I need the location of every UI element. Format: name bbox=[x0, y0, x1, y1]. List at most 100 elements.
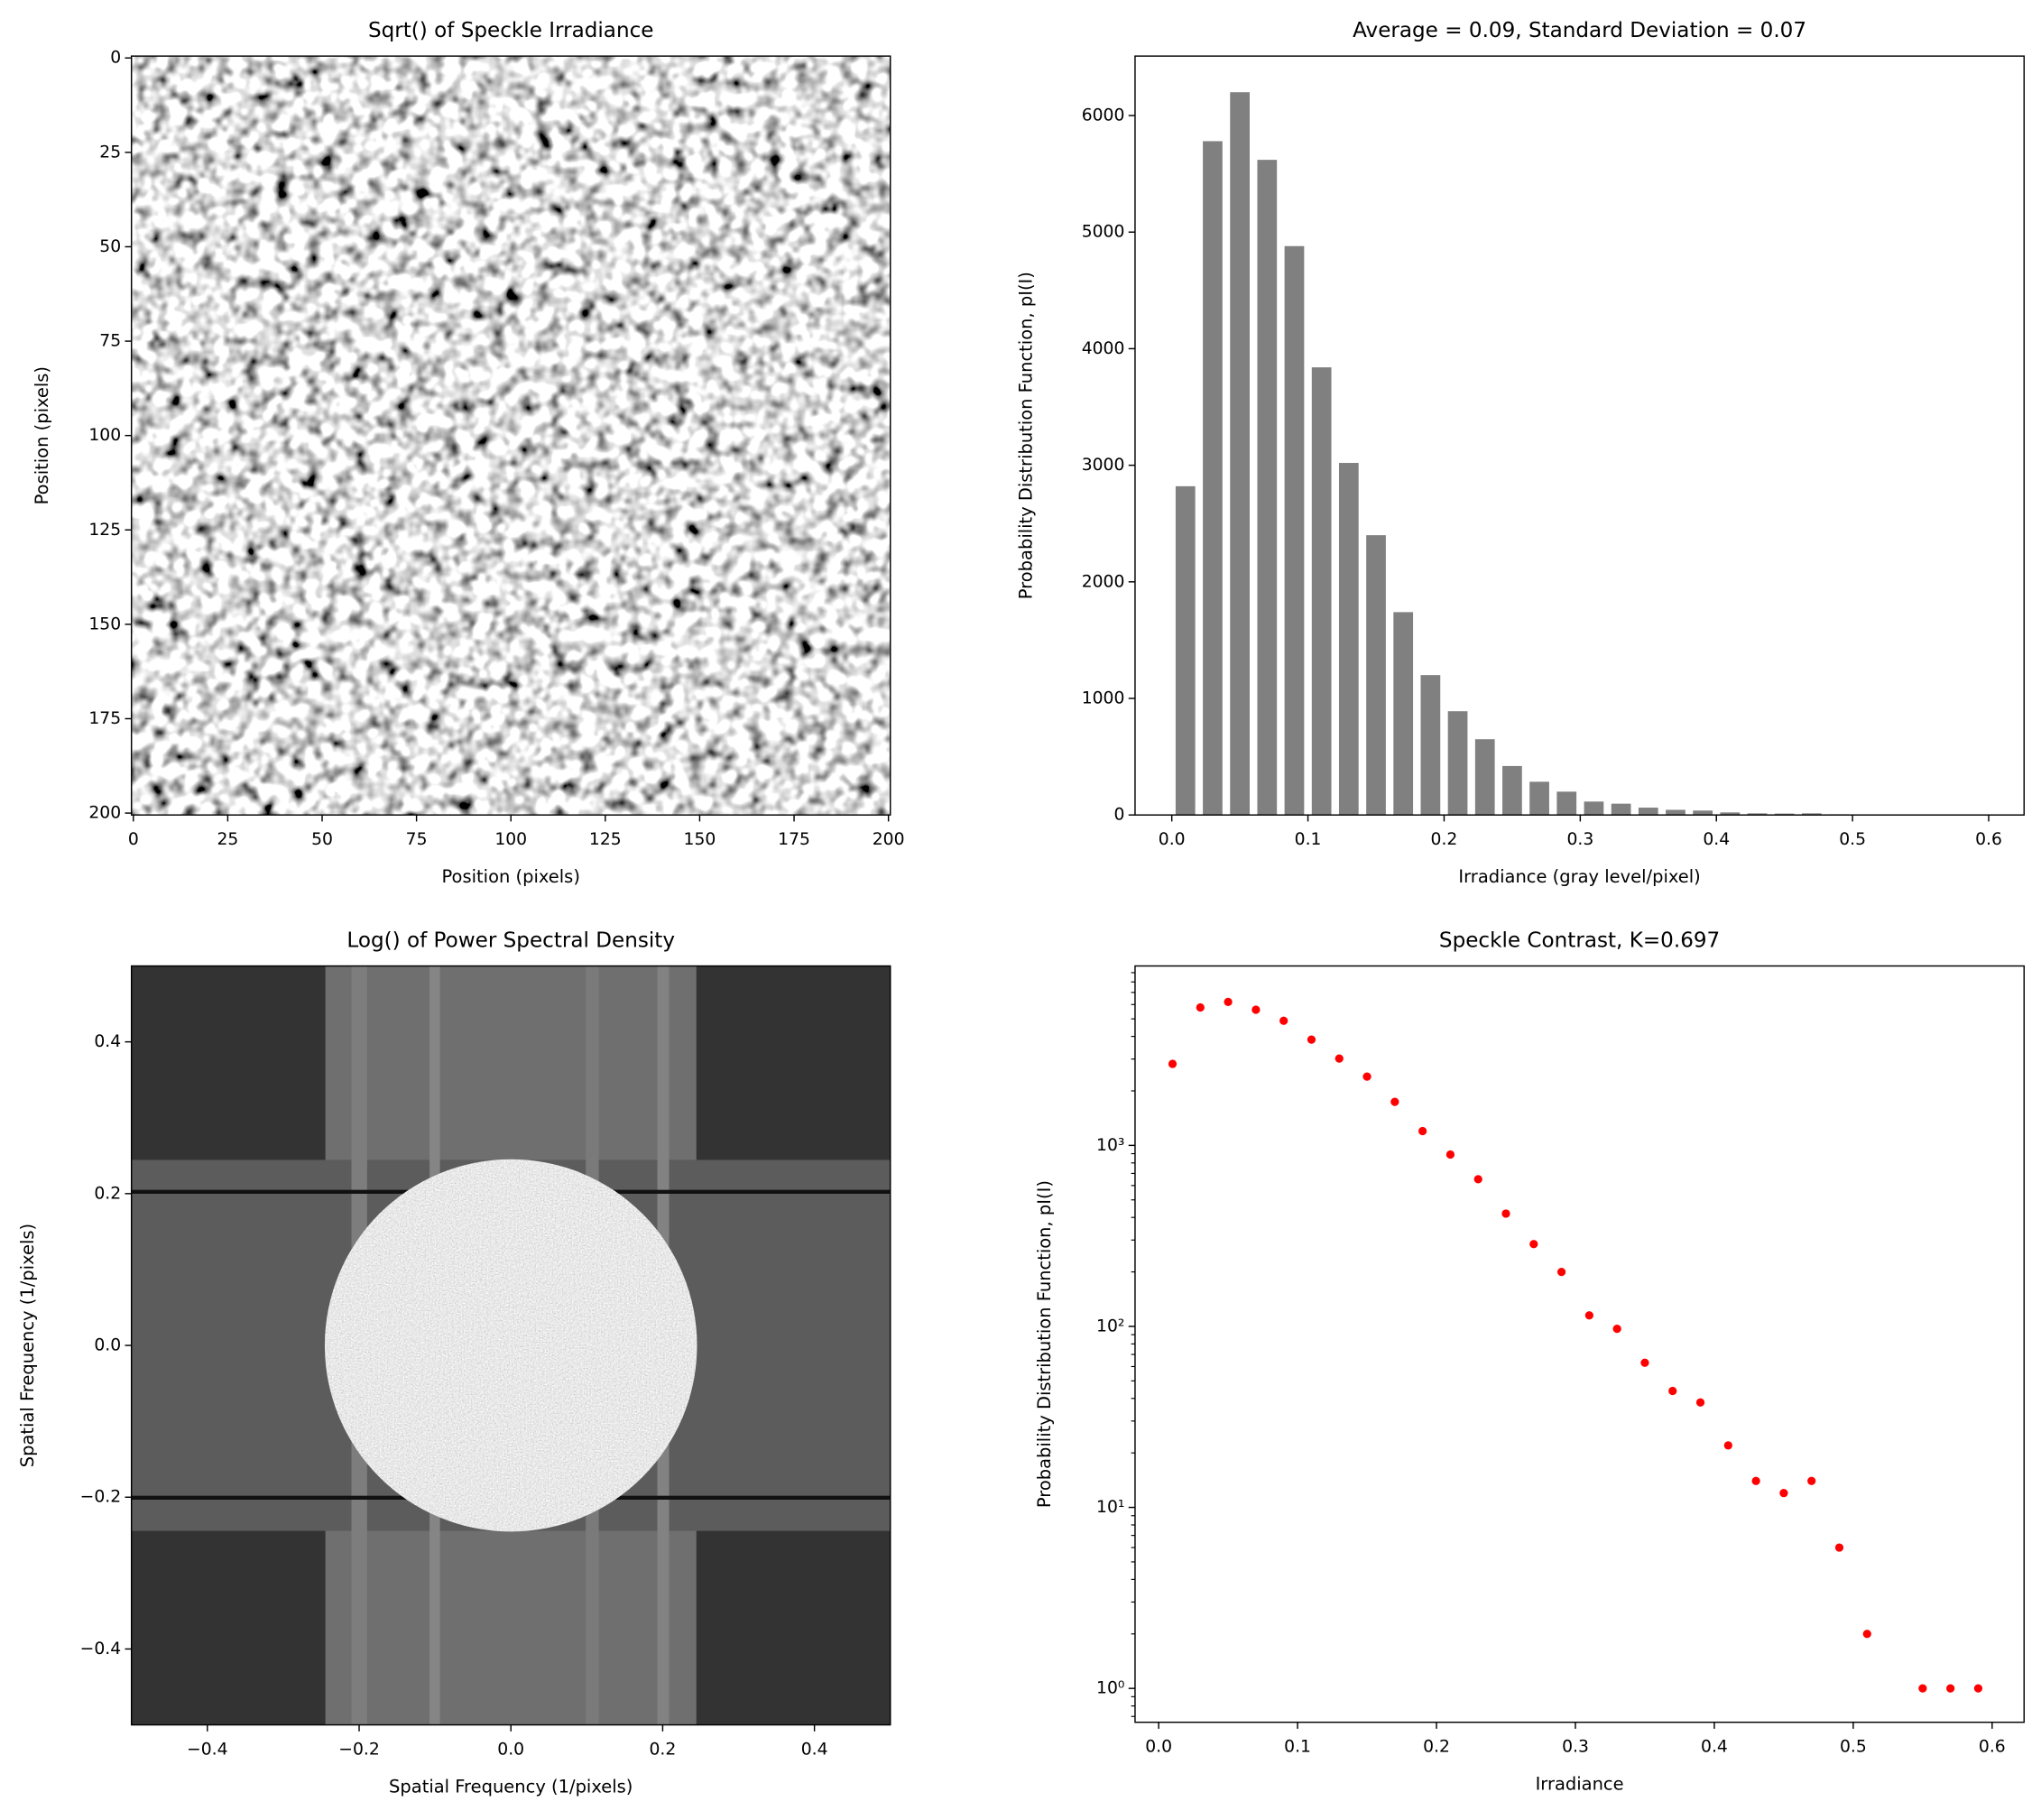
x-tick-label: 0.2 bbox=[1423, 1738, 1450, 1757]
y-tick-label: 175 bbox=[88, 709, 121, 728]
bar bbox=[1638, 808, 1658, 816]
y-tick-label: −0.4 bbox=[80, 1640, 122, 1658]
y-tick-label: 25 bbox=[99, 143, 121, 162]
x-tick-label: 0.4 bbox=[1703, 830, 1730, 849]
x-tick-label: 0.4 bbox=[801, 1740, 828, 1759]
bar bbox=[1393, 612, 1414, 816]
y-tick-label: 2000 bbox=[1082, 572, 1125, 591]
point bbox=[1529, 1240, 1538, 1249]
y-tick-label: 125 bbox=[88, 521, 121, 540]
bar bbox=[1257, 160, 1278, 816]
point bbox=[1168, 1059, 1178, 1068]
x-tick-label: 0.1 bbox=[1284, 1738, 1311, 1757]
bar bbox=[1338, 463, 1359, 816]
y-tick-label: 200 bbox=[88, 804, 121, 823]
x-tick-label: 0.1 bbox=[1295, 830, 1322, 849]
x-tick-label: 0.0 bbox=[497, 1740, 524, 1759]
y-tick-label: −0.2 bbox=[80, 1488, 122, 1507]
axes-frame bbox=[1134, 55, 2025, 816]
point bbox=[1723, 1441, 1732, 1450]
point bbox=[1224, 997, 1233, 1007]
point bbox=[1334, 1054, 1344, 1063]
y-tick-label: 3000 bbox=[1082, 456, 1125, 475]
x-tick-label: −0.4 bbox=[187, 1740, 228, 1759]
x-tick-label: 0.2 bbox=[1431, 830, 1458, 849]
point bbox=[1862, 1630, 1871, 1639]
x-tick-label: 50 bbox=[311, 830, 333, 849]
y-tick-label: 4000 bbox=[1082, 339, 1125, 358]
y-tick-label: 10³ bbox=[1096, 1136, 1124, 1155]
point bbox=[1751, 1476, 1760, 1485]
y-tick-label: 75 bbox=[99, 332, 121, 351]
bar bbox=[1693, 810, 1713, 816]
y-axis-label: Probability Distribution Function, pI(I) bbox=[1034, 1180, 1055, 1508]
x-tick-label: 0.2 bbox=[650, 1740, 677, 1759]
y-tick-label: 100 bbox=[88, 426, 121, 445]
x-tick-label: 150 bbox=[684, 830, 716, 849]
point bbox=[1695, 1398, 1705, 1407]
y-tick-label: 0 bbox=[1113, 806, 1124, 825]
point bbox=[1473, 1175, 1482, 1184]
axes-frame bbox=[1134, 965, 2025, 1723]
x-tick-label: 0.0 bbox=[1159, 830, 1186, 849]
point bbox=[1390, 1097, 1399, 1106]
point bbox=[1251, 1005, 1261, 1014]
bar bbox=[1175, 485, 1196, 816]
x-tick-label: 0 bbox=[128, 830, 139, 849]
bar bbox=[1774, 813, 1795, 816]
bar bbox=[1556, 791, 1577, 816]
x-tick-label: 0.3 bbox=[1566, 830, 1593, 849]
x-tick-label: 0.6 bbox=[1979, 1738, 2006, 1757]
y-axis-label: Position (pixels) bbox=[32, 366, 52, 504]
x-tick-label: 0.6 bbox=[1975, 830, 2002, 849]
bar bbox=[1747, 813, 1768, 816]
x-tick-label: 0.5 bbox=[1840, 1738, 1867, 1757]
bar bbox=[1474, 739, 1495, 816]
y-tick-label: 150 bbox=[88, 614, 121, 633]
y-tick-label: 1000 bbox=[1082, 688, 1125, 707]
x-tick-label: 0.5 bbox=[1839, 830, 1866, 849]
point bbox=[1807, 1476, 1816, 1485]
y-tick-label: 10⁰ bbox=[1096, 1679, 1124, 1698]
speckle-image bbox=[131, 56, 891, 816]
bar bbox=[1447, 711, 1468, 816]
bar bbox=[1801, 813, 1822, 816]
point bbox=[1279, 1016, 1288, 1025]
point bbox=[1973, 1684, 1983, 1693]
bar bbox=[1720, 812, 1741, 816]
point bbox=[1612, 1325, 1621, 1334]
y-tick-label: 5000 bbox=[1082, 223, 1125, 242]
point bbox=[1501, 1209, 1510, 1218]
point bbox=[1668, 1386, 1677, 1396]
chart-title: Average = 0.09, Standard Deviation = 0.0… bbox=[1353, 19, 1806, 42]
y-axis-label: Probability Distribution Function, pI(I) bbox=[1016, 272, 1037, 599]
bar bbox=[1584, 801, 1604, 816]
x-tick-label: 175 bbox=[778, 830, 810, 849]
point bbox=[1779, 1489, 1788, 1498]
y-tick-label: 0.0 bbox=[94, 1336, 121, 1355]
x-axis-label: Position (pixels) bbox=[442, 866, 580, 887]
bar bbox=[1502, 765, 1522, 816]
y-tick-label: 6000 bbox=[1082, 106, 1125, 125]
point bbox=[1556, 1267, 1566, 1277]
chart-title: Sqrt() of Speckle Irradiance bbox=[368, 19, 654, 42]
x-axis-label: Irradiance bbox=[1536, 1773, 1624, 1794]
x-tick-label: −0.2 bbox=[338, 1740, 380, 1759]
bar bbox=[1284, 245, 1305, 816]
y-tick-label: 0.4 bbox=[94, 1032, 121, 1051]
point bbox=[1640, 1358, 1649, 1367]
x-tick-label: 0.0 bbox=[1145, 1738, 1172, 1757]
x-tick-label: 0.3 bbox=[1562, 1738, 1589, 1757]
y-tick-label: 0 bbox=[110, 49, 121, 68]
point bbox=[1307, 1035, 1316, 1044]
x-tick-label: 125 bbox=[589, 830, 622, 849]
point bbox=[1362, 1072, 1371, 1081]
bar bbox=[1203, 141, 1223, 816]
bar bbox=[1666, 809, 1685, 816]
bar bbox=[1311, 367, 1332, 816]
bar bbox=[1420, 675, 1441, 816]
point bbox=[1418, 1126, 1427, 1136]
y-tick-label: 10¹ bbox=[1096, 1498, 1124, 1517]
point bbox=[1445, 1150, 1455, 1159]
